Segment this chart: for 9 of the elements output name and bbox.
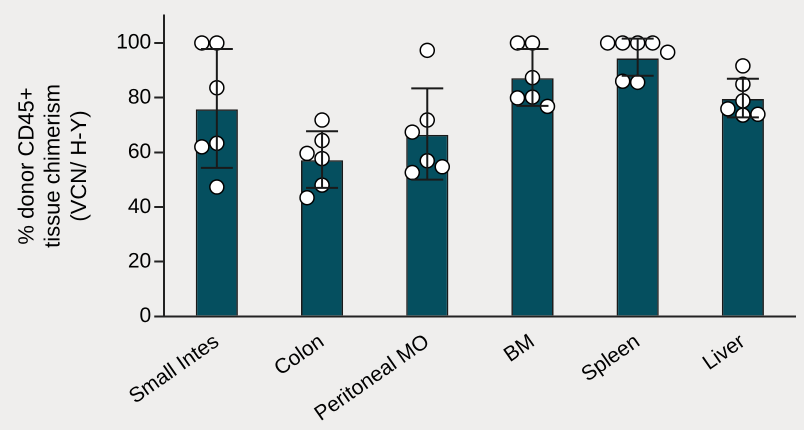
y-tick-label: 80: [128, 85, 152, 108]
x-tick-label: Liver: [698, 330, 750, 375]
y-axis-title: % donor CD45+ tissue chimerism (VCN/ H-Y): [13, 84, 92, 248]
y-tick-label: 20: [128, 249, 152, 272]
x-tick-label: BM: [500, 330, 539, 367]
y-tick-label: 0: [140, 304, 152, 328]
y-tick-label: 40: [128, 194, 152, 218]
y-tick-label: 60: [128, 140, 152, 164]
y-tick-label: 100: [116, 30, 152, 54]
